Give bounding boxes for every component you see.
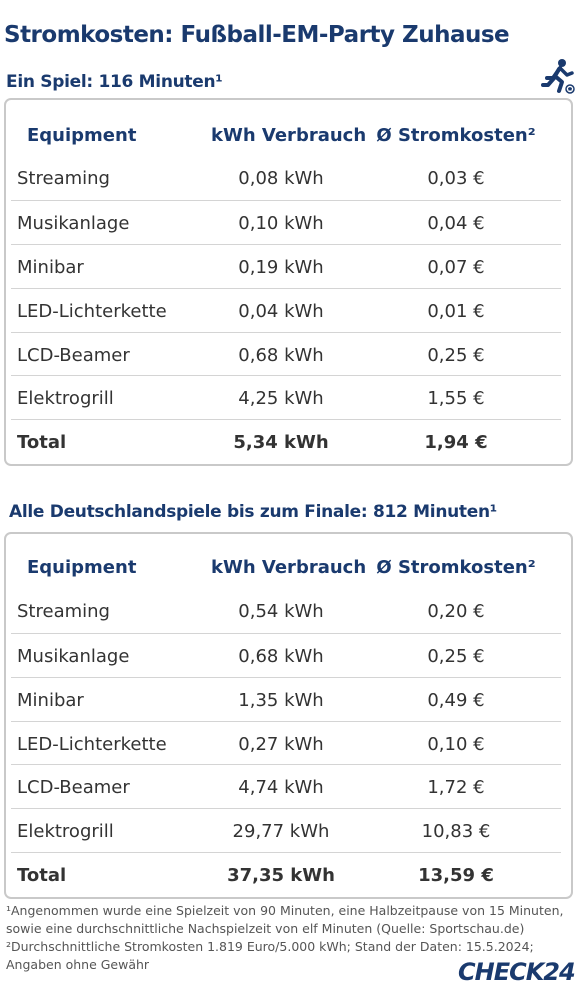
cell-kwh: 0,68 kWh (238, 344, 324, 366)
footnote-line: Angaben ohne Gewähr (6, 957, 150, 972)
table-row: LCD-Beamer 4,74 kWh 1,72 € (11, 764, 561, 809)
cell-kwh: 0,27 kWh (238, 733, 324, 755)
cell-equipment: Elektrogrill (17, 820, 114, 842)
cell-equipment: Elektrogrill (17, 387, 114, 409)
section2-subtitle: Alle Deutschlandspiele bis zum Finale: 8… (9, 502, 497, 522)
cell-cost: 0,10 € (427, 733, 485, 755)
cell-total-cost: 1,94 € (424, 431, 488, 453)
cell-kwh: 0,19 kWh (238, 256, 324, 278)
soccer-player-icon (541, 59, 575, 94)
footnote-line: sowie eine durchschnittliche Nachspielze… (6, 921, 525, 936)
header-cost: Ø Stromkosten² (376, 124, 536, 146)
cell-equipment: LCD-Beamer (17, 344, 130, 366)
table-row: LCD-Beamer 0,68 kWh 0,25 € (11, 332, 561, 377)
table-row: Elektrogrill 4,25 kWh 1,55 € (11, 375, 561, 420)
cell-equipment: LED-Lichterkette (17, 300, 167, 322)
cell-equipment: Minibar (17, 256, 84, 278)
header-equipment: Equipment (27, 556, 137, 578)
cell-kwh: 29,77 kWh (232, 820, 330, 842)
table-row: Musikanlage 0,10 kWh 0,04 € (11, 200, 561, 245)
cell-kwh: 0,10 kWh (238, 212, 324, 234)
cell-cost: 1,72 € (427, 776, 485, 798)
cell-cost: 0,25 € (427, 645, 485, 667)
cell-total-kwh: 37,35 kWh (227, 864, 335, 886)
cell-cost: 0,49 € (427, 689, 485, 711)
section2-table (4, 532, 573, 899)
table-row: LED-Lichterkette 0,04 kWh 0,01 € (11, 288, 561, 333)
cell-kwh: 4,25 kWh (238, 387, 324, 409)
cell-equipment: Streaming (17, 167, 110, 189)
cell-equipment: Streaming (17, 600, 110, 622)
page-title: Stromkosten: Fußball-EM-Party Zuhause (4, 22, 510, 48)
table-row: Minibar 0,19 kWh 0,07 € (11, 244, 561, 289)
cell-total-kwh: 5,34 kWh (233, 431, 329, 453)
section1-table (4, 98, 573, 466)
cell-equipment: LED-Lichterkette (17, 733, 167, 755)
check24-logo: CHECK24 (458, 958, 576, 986)
cell-kwh: 1,35 kWh (238, 689, 324, 711)
cell-cost: 1,55 € (427, 387, 485, 409)
cell-cost: 10,83 € (421, 820, 491, 842)
cell-kwh: 0,54 kWh (238, 600, 324, 622)
cell-equipment: Minibar (17, 689, 84, 711)
cell-kwh: 4,74 kWh (238, 776, 324, 798)
table-row: Minibar 1,35 kWh 0,49 € (11, 677, 561, 722)
table-row: LED-Lichterkette 0,27 kWh 0,10 € (11, 721, 561, 766)
cell-cost: 0,07 € (427, 256, 485, 278)
cell-equipment: LCD-Beamer (17, 776, 130, 798)
total-row: Total 5,34 kWh 1,94 € (11, 419, 561, 464)
cell-kwh: 0,04 kWh (238, 300, 324, 322)
cell-cost: 0,01 € (427, 300, 485, 322)
header-kwh: kWh Verbrauch (211, 556, 367, 578)
section1-header-row: Equipment kWh Verbrauch Ø Stromkosten² (11, 113, 561, 157)
table-row: Streaming 0,54 kWh 0,20 € (11, 589, 561, 633)
cell-cost: 0,03 € (427, 167, 485, 189)
cell-total-label: Total (17, 431, 67, 453)
table-row: Elektrogrill 29,77 kWh 10,83 € (11, 808, 561, 853)
section2-header-row: Equipment kWh Verbrauch Ø Stromkosten² (11, 545, 561, 589)
section1-subtitle: Ein Spiel: 116 Minuten¹ (6, 72, 223, 92)
footnote-line: ¹Angenommen wurde eine Spielzeit von 90 … (6, 903, 564, 918)
table-row: Streaming 0,08 kWh 0,03 € (11, 156, 561, 200)
header-kwh: kWh Verbrauch (211, 124, 367, 146)
cell-cost: 0,20 € (427, 600, 485, 622)
cell-kwh: 0,08 kWh (238, 167, 324, 189)
header-cost: Ø Stromkosten² (376, 556, 536, 578)
cell-cost: 0,25 € (427, 344, 485, 366)
footnotes: ¹Angenommen wurde eine Spielzeit von 90 … (6, 902, 581, 974)
table-row: Musikanlage 0,68 kWh 0,25 € (11, 633, 561, 678)
footnote-line: ²Durchschnittliche Stromkosten 1.819 Eur… (6, 939, 534, 954)
cell-total-cost: 13,59 € (418, 864, 494, 886)
total-row: Total 37,35 kWh 13,59 € (11, 852, 561, 897)
cell-kwh: 0,68 kWh (238, 645, 324, 667)
cell-cost: 0,04 € (427, 212, 485, 234)
cell-equipment: Musikanlage (17, 645, 130, 667)
header-equipment: Equipment (27, 124, 137, 146)
cell-equipment: Musikanlage (17, 212, 130, 234)
cell-total-label: Total (17, 864, 67, 886)
